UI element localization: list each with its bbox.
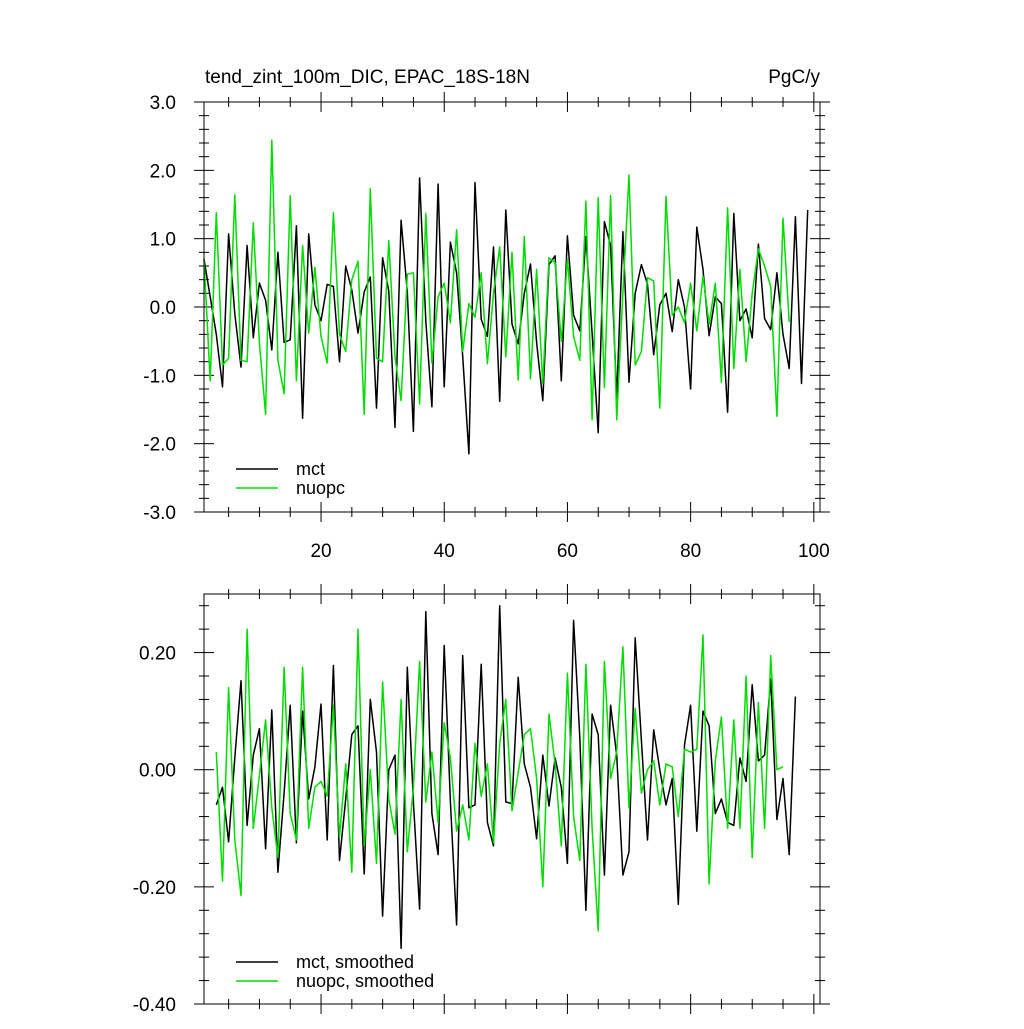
bottom-axis-ticks [194,584,830,1014]
top-y-tick-labels: -3.0 -2.0 -1.0 0.0 1.0 2.0 3.0 [143,93,176,524]
y-tick-label: 0.00 [139,761,176,782]
bottom-y-tick-labels: -0.40 -0.20 0.00 0.20 [133,644,176,1016]
y-tick-label: 0.20 [139,644,176,665]
y-tick-label: -0.20 [133,878,176,899]
bottom-series-lines [215,604,797,950]
top-plot-frame [203,101,821,513]
chart-units: PgC/y [768,67,820,88]
legend-label: nuopc [296,478,345,498]
legend-label: nuopc, smoothed [296,971,434,991]
series-line [203,139,790,421]
series-line [215,604,797,950]
y-tick-label: 0.0 [150,298,176,319]
chart-title: tend_zint_100m_DIC, EPAC_18S-18N [205,67,530,88]
x-tick-label: 60 [557,541,578,562]
y-tick-label: -3.0 [143,503,176,524]
x-tick-label: 20 [310,541,331,562]
y-tick-label: -0.40 [133,995,176,1016]
top-axis-ticks [194,92,830,522]
y-tick-label: -2.0 [143,435,176,456]
y-tick-label: 3.0 [150,93,176,114]
top-x-tick-labels: 20 40 60 80 100 [310,541,829,562]
legend-label: mct [296,459,325,479]
bottom-plot-frame [203,593,821,1005]
y-tick-label: 2.0 [150,161,176,182]
x-tick-label: 80 [680,541,701,562]
series-line [215,628,784,932]
top-series-lines [203,139,809,455]
legend-label: mct, smoothed [296,952,414,972]
y-tick-label: 1.0 [150,230,176,251]
top-panel: tend_zint_100m_DIC, EPAC_18S-18N PgC/y -… [143,67,830,562]
x-tick-label: 100 [798,541,830,562]
y-tick-label: -1.0 [143,366,176,387]
x-tick-label: 40 [434,541,455,562]
